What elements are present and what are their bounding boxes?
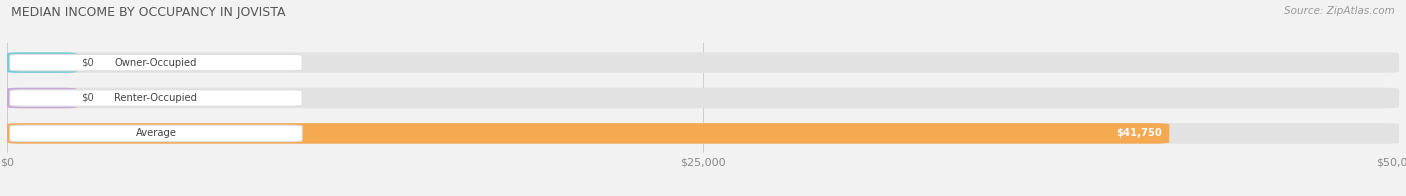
FancyBboxPatch shape bbox=[10, 90, 302, 106]
FancyBboxPatch shape bbox=[7, 123, 1399, 144]
Text: Average: Average bbox=[135, 128, 177, 138]
FancyBboxPatch shape bbox=[7, 88, 77, 108]
Text: $0: $0 bbox=[80, 58, 94, 68]
Text: $41,750: $41,750 bbox=[1116, 128, 1163, 138]
FancyBboxPatch shape bbox=[7, 52, 1399, 73]
FancyBboxPatch shape bbox=[10, 125, 302, 142]
FancyBboxPatch shape bbox=[7, 123, 1170, 144]
Text: Owner-Occupied: Owner-Occupied bbox=[115, 58, 197, 68]
FancyBboxPatch shape bbox=[7, 88, 1399, 108]
FancyBboxPatch shape bbox=[7, 52, 77, 73]
Text: Source: ZipAtlas.com: Source: ZipAtlas.com bbox=[1284, 6, 1395, 16]
Text: MEDIAN INCOME BY OCCUPANCY IN JOVISTA: MEDIAN INCOME BY OCCUPANCY IN JOVISTA bbox=[11, 6, 285, 19]
Text: Renter-Occupied: Renter-Occupied bbox=[114, 93, 197, 103]
FancyBboxPatch shape bbox=[10, 54, 302, 71]
Text: $0: $0 bbox=[80, 93, 94, 103]
